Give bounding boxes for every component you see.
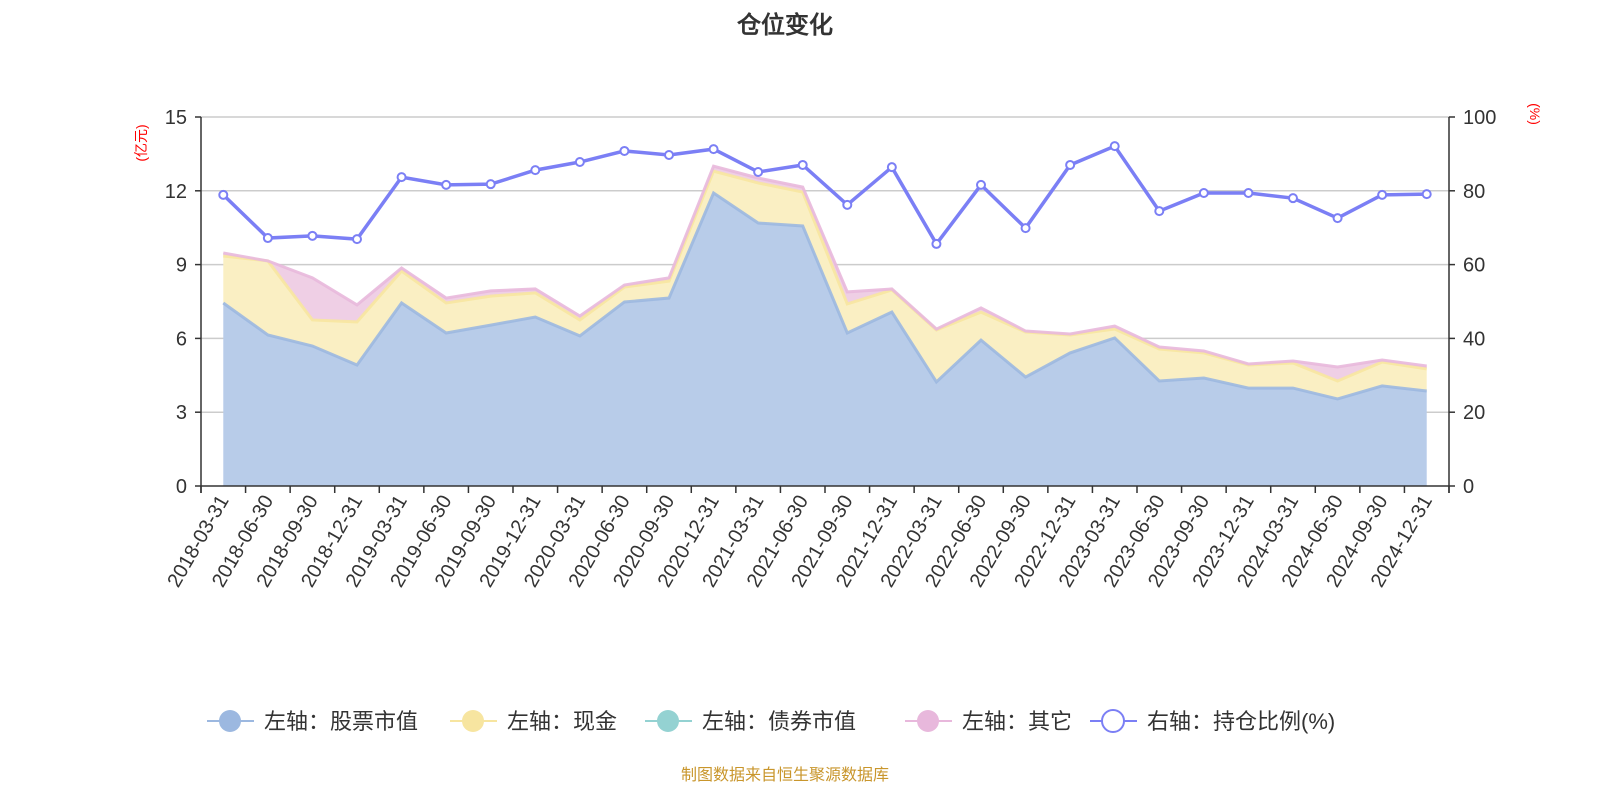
ratio-point: [1334, 214, 1342, 222]
ratio-point: [1244, 189, 1252, 197]
right-tick-label: 100: [1463, 107, 1496, 129]
ratio-point: [665, 151, 673, 159]
legend-label: 左轴：债券市值: [702, 709, 856, 734]
ratio-point: [442, 181, 450, 189]
right-tick-label: 0: [1463, 476, 1474, 498]
ratio-point: [353, 235, 361, 243]
legend-label: 左轴：股票市值: [264, 709, 418, 734]
ratio-point: [308, 232, 316, 240]
ratio-point: [932, 240, 940, 248]
right-tick-label: 60: [1463, 255, 1485, 277]
legend-label: 左轴：其它: [962, 709, 1072, 734]
right-axis-label: (%): [1527, 103, 1543, 125]
legend-label: 左轴：现金: [507, 709, 617, 734]
legend-item: 左轴：现金: [450, 709, 617, 734]
ratio-point: [1200, 189, 1208, 197]
legend-circle-icon: [462, 710, 484, 732]
legend-item: 左轴：债券市值: [645, 709, 856, 734]
legend-item: 左轴：其它: [905, 709, 1072, 734]
ratio-point: [888, 163, 896, 171]
legend-circle-icon: [219, 710, 241, 732]
areas: [223, 166, 1427, 486]
ratio-point: [531, 166, 539, 174]
left-tick-label: 9: [176, 255, 187, 277]
ratio-point: [843, 201, 851, 209]
source-note: 制图数据来自恒生聚源数据库: [681, 766, 889, 784]
legend-item: 左轴：股票市值: [207, 709, 418, 734]
ratio-point: [710, 145, 718, 153]
ratio-point: [487, 180, 495, 188]
legend-item: 右轴：持仓比例(%): [1090, 709, 1335, 734]
left-tick-label: 3: [176, 402, 187, 424]
ratio-series: [219, 142, 1430, 248]
ratio-point: [1022, 224, 1030, 232]
left-tick-label: 0: [176, 476, 187, 498]
ratio-point: [576, 158, 584, 166]
left-tick-label: 12: [165, 181, 187, 203]
ratio-point: [1066, 161, 1074, 169]
ratio-point: [799, 161, 807, 169]
legend-circle-icon: [657, 710, 679, 732]
ratio-point: [1378, 191, 1386, 199]
legend: 左轴：股票市值 左轴：现金 左轴：债券市值 左轴：其它 右轴：持仓比例(%): [207, 709, 1335, 734]
left-axis-label: (亿元): [133, 124, 149, 161]
right-tick-label: 80: [1463, 181, 1485, 203]
ratio-point: [1111, 142, 1119, 150]
ratio-point: [264, 234, 272, 242]
ratio-point: [1423, 190, 1431, 198]
ratio-point: [219, 191, 227, 199]
legend-label: 右轴：持仓比例(%): [1147, 709, 1335, 734]
right-tick-label: 40: [1463, 328, 1485, 350]
right-tick-label: 20: [1463, 402, 1485, 424]
legend-circle-icon: [917, 710, 939, 732]
ratio-point: [1289, 194, 1297, 202]
ratio-point: [620, 147, 628, 155]
legend-circle-icon: [1102, 710, 1124, 732]
ratio-point: [754, 168, 762, 176]
left-tick-label: 15: [165, 107, 187, 129]
ratio-point: [398, 173, 406, 181]
left-tick-label: 6: [176, 328, 187, 350]
ratio-point: [977, 181, 985, 189]
chart-title: 仓位变化: [736, 11, 833, 39]
ratio-point: [1155, 207, 1163, 215]
